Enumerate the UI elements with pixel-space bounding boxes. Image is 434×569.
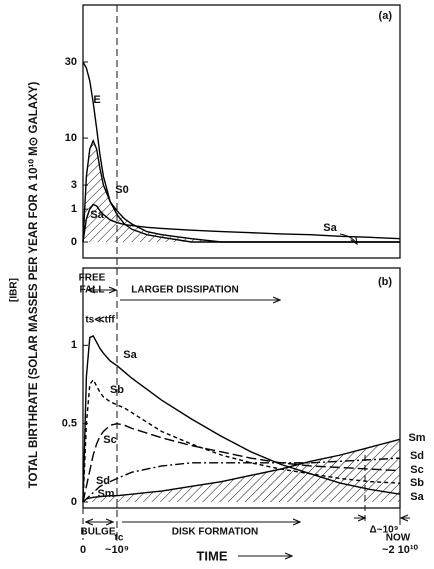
y-tick-label: 10 — [65, 132, 77, 144]
series-line — [82, 61, 400, 243]
series-line — [82, 138, 400, 243]
hatch-area — [83, 439, 400, 502]
annotation: [IBR] — [9, 278, 20, 302]
label-pointer — [339, 233, 357, 244]
series-label: E — [93, 94, 100, 106]
y-tick-label: 1 — [71, 339, 77, 351]
annotation: FALL — [80, 285, 105, 296]
series-label: Sb — [110, 384, 124, 396]
annotation: FREE — [79, 273, 106, 284]
series-label: S0 — [115, 184, 128, 196]
annotation: tc — [115, 533, 124, 544]
annotation: ts≪tff — [85, 315, 115, 326]
series-label: Sa — [123, 349, 137, 361]
series-line — [82, 457, 401, 503]
x-tick-label: 0 — [80, 544, 86, 556]
series-label: Sc — [103, 434, 116, 446]
y-tick-label: 0 — [71, 496, 77, 508]
x-axis-label: TIME — [196, 548, 227, 563]
series-label: Sc — [410, 464, 423, 476]
series-label: Sm — [408, 432, 425, 444]
series-label: Sb — [410, 477, 424, 489]
y-tick-label: 1 — [71, 203, 77, 215]
y-tick-label: 0.5 — [62, 418, 77, 430]
panel-title: (a) — [379, 10, 393, 22]
series-label: Sa — [410, 491, 424, 503]
series-label: Sd — [96, 475, 110, 487]
series-label: Sa — [323, 222, 337, 234]
hatch-area — [83, 140, 400, 242]
annotation: LARGER DISSIPATION — [131, 285, 238, 296]
series-label: Sa — [90, 209, 104, 221]
series-line — [82, 422, 401, 503]
x-tick-label: ~2 10¹⁰ — [382, 544, 418, 556]
series-line — [82, 378, 401, 503]
series-line — [82, 438, 401, 503]
annotation: Δ~10⁹ — [370, 525, 399, 536]
x-tick-label: ~10⁹ — [105, 544, 129, 556]
annotation: BULGE — [81, 527, 116, 538]
series-line — [82, 203, 401, 243]
y-axis-label: TOTAL BIRTHRATE (SOLAR MASSES PER YEAR F… — [27, 82, 40, 489]
y-tick-label: 30 — [65, 56, 77, 68]
panel-title: (b) — [378, 276, 392, 288]
annotation: DISK FORMATION — [172, 527, 258, 538]
series-label: Sm — [97, 488, 114, 500]
panel-b-frame — [82, 267, 401, 509]
series-label: Sd — [410, 450, 424, 462]
y-tick-label: 3 — [71, 179, 77, 191]
y-tick-label: 0 — [71, 236, 77, 248]
panel-a-frame — [82, 4, 401, 259]
annotation: NOW — [386, 533, 411, 544]
